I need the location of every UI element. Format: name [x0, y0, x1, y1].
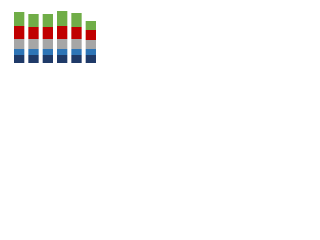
bar-segment	[28, 39, 39, 49]
bar-segment	[42, 14, 53, 27]
bar-segment	[28, 49, 39, 55]
bar-segment	[85, 49, 96, 55]
bar-segment	[28, 14, 39, 27]
bar-segment	[57, 55, 68, 63]
bar-segment	[14, 39, 25, 49]
bar-segment	[71, 49, 82, 55]
bar-segment	[57, 39, 68, 49]
bar-segment	[85, 30, 96, 40]
bar-segment	[14, 26, 25, 39]
bar-segment	[42, 39, 53, 49]
bar-segment	[85, 40, 96, 49]
bar-segment	[42, 27, 53, 39]
chart	[14, 11, 96, 63]
bar-segment	[71, 27, 82, 39]
bar-segment	[14, 49, 25, 55]
bar-segment	[85, 55, 96, 63]
bar-segment	[71, 13, 82, 27]
bar-segment	[42, 49, 53, 55]
bar-segment	[28, 27, 39, 39]
bar-segment	[85, 21, 96, 30]
bar-segment	[57, 49, 68, 55]
bar-segment	[71, 55, 82, 63]
bar-segment	[42, 55, 53, 63]
bar-segment	[57, 11, 68, 26]
bar-segment	[57, 26, 68, 39]
bar-segment	[14, 12, 25, 26]
bar-segment	[71, 39, 82, 49]
bar-segment	[14, 55, 25, 63]
bar-segment	[28, 55, 39, 63]
